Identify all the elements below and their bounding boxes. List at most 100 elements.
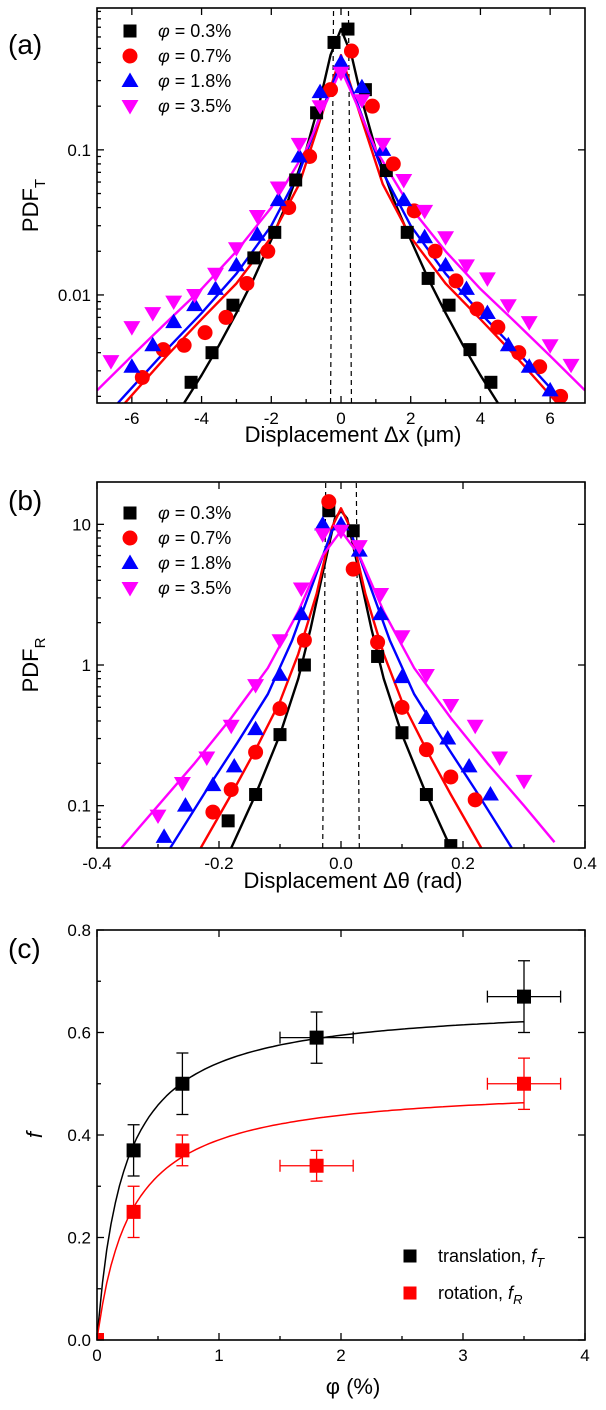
data-point	[248, 226, 266, 241]
legend-marker	[123, 506, 137, 520]
data-point	[290, 137, 308, 153]
data-point	[311, 83, 329, 99]
y-tick-label: 10	[72, 515, 91, 534]
data-point	[517, 1076, 531, 1091]
data-point	[175, 1076, 190, 1091]
y-axis-title: f	[22, 1129, 47, 1138]
data-point	[327, 35, 341, 49]
data-point	[223, 782, 239, 798]
data-point	[176, 797, 194, 812]
data-point	[469, 301, 485, 317]
y-tick-label: 0.6	[67, 1024, 91, 1043]
y-tick-label: 1	[82, 656, 91, 675]
data-point	[353, 94, 371, 109]
data-point	[499, 299, 517, 314]
data-point	[417, 668, 435, 684]
data-point	[484, 375, 498, 389]
data-point	[297, 658, 311, 672]
data-point	[269, 181, 287, 197]
data-point	[292, 605, 310, 621]
data-point	[314, 528, 332, 543]
legend-label: φ = 0.7%	[158, 46, 231, 66]
x-tick-label: -0.2	[204, 854, 233, 873]
data-point	[126, 1204, 141, 1219]
data-point	[184, 375, 198, 389]
data-point	[205, 804, 221, 820]
legend-label: translation, fT	[438, 1246, 545, 1270]
x-tick-label: 0.0	[329, 854, 353, 873]
legend-label: φ = 0.3%	[158, 503, 231, 523]
data-point	[123, 321, 141, 336]
data-point	[227, 242, 245, 257]
legend: translation, fT rotation, fR	[403, 1246, 545, 1307]
data-point	[311, 100, 329, 115]
y-tick-label: 0.4	[67, 1126, 91, 1145]
x-tick-label: 0	[92, 1346, 101, 1365]
legend-label: φ = 1.8%	[158, 553, 231, 573]
fit-curve-2	[199, 507, 483, 848]
data-point	[341, 22, 355, 36]
y-tick-label: 0.1	[67, 797, 91, 816]
legend-label: φ = 3.5%	[158, 578, 231, 598]
data-point	[314, 515, 332, 531]
legend: φ = 0.3% φ = 0.7% φ = 1.8% φ = 3.5%	[121, 21, 231, 116]
data-point	[460, 757, 478, 773]
x-tick-label: 0.4	[573, 854, 597, 873]
data-point	[175, 1143, 190, 1158]
data-point	[520, 316, 538, 331]
data-point	[466, 719, 484, 735]
data-point	[227, 256, 245, 272]
data-point	[309, 1158, 324, 1173]
data-point	[393, 630, 411, 645]
data-point	[439, 730, 457, 745]
x-tick-label: 4	[580, 1346, 589, 1365]
data-point	[226, 298, 240, 312]
legend-marker	[403, 1286, 417, 1300]
x-tick-label: 2	[336, 1346, 345, 1365]
data-point	[144, 307, 162, 322]
data-point	[290, 148, 308, 163]
data-point	[443, 769, 459, 785]
data-point	[102, 355, 120, 370]
fit-curve-1	[183, 27, 499, 403]
data-point	[458, 259, 475, 274]
data-point	[269, 191, 287, 207]
data-point	[490, 319, 506, 335]
data-point	[395, 191, 413, 207]
data-point	[155, 828, 173, 843]
x-tick-label: 2	[406, 409, 415, 428]
data-point	[221, 814, 235, 828]
data-point	[273, 728, 287, 742]
data-point	[394, 699, 410, 715]
data-point	[321, 494, 337, 510]
data-point	[268, 225, 282, 239]
legend-marker	[121, 100, 139, 115]
legend-marker	[122, 48, 138, 64]
data-point	[343, 43, 359, 59]
data-point	[176, 337, 192, 353]
x-tick-label: 3	[458, 1346, 467, 1365]
data-point	[364, 98, 380, 114]
fit-curve-2	[97, 1101, 525, 1340]
y-tick-label: 0.2	[67, 1229, 91, 1248]
data-point	[97, 1333, 104, 1340]
data-point	[385, 156, 401, 172]
data-point	[260, 243, 276, 259]
data-point	[467, 792, 483, 808]
fit-curve-4	[97, 67, 585, 392]
series-1	[126, 960, 562, 1177]
legend-label: φ = 0.7%	[158, 528, 231, 548]
data-point	[562, 358, 580, 374]
data-point	[458, 280, 475, 295]
data-point	[165, 295, 183, 311]
series-4	[149, 524, 533, 825]
data-point	[370, 634, 386, 650]
data-point	[207, 280, 224, 295]
data-point	[541, 381, 559, 397]
series-2	[97, 1057, 562, 1340]
y-tick-label: 0.0	[67, 1331, 91, 1350]
data-point	[416, 228, 434, 244]
data-point	[499, 336, 517, 352]
